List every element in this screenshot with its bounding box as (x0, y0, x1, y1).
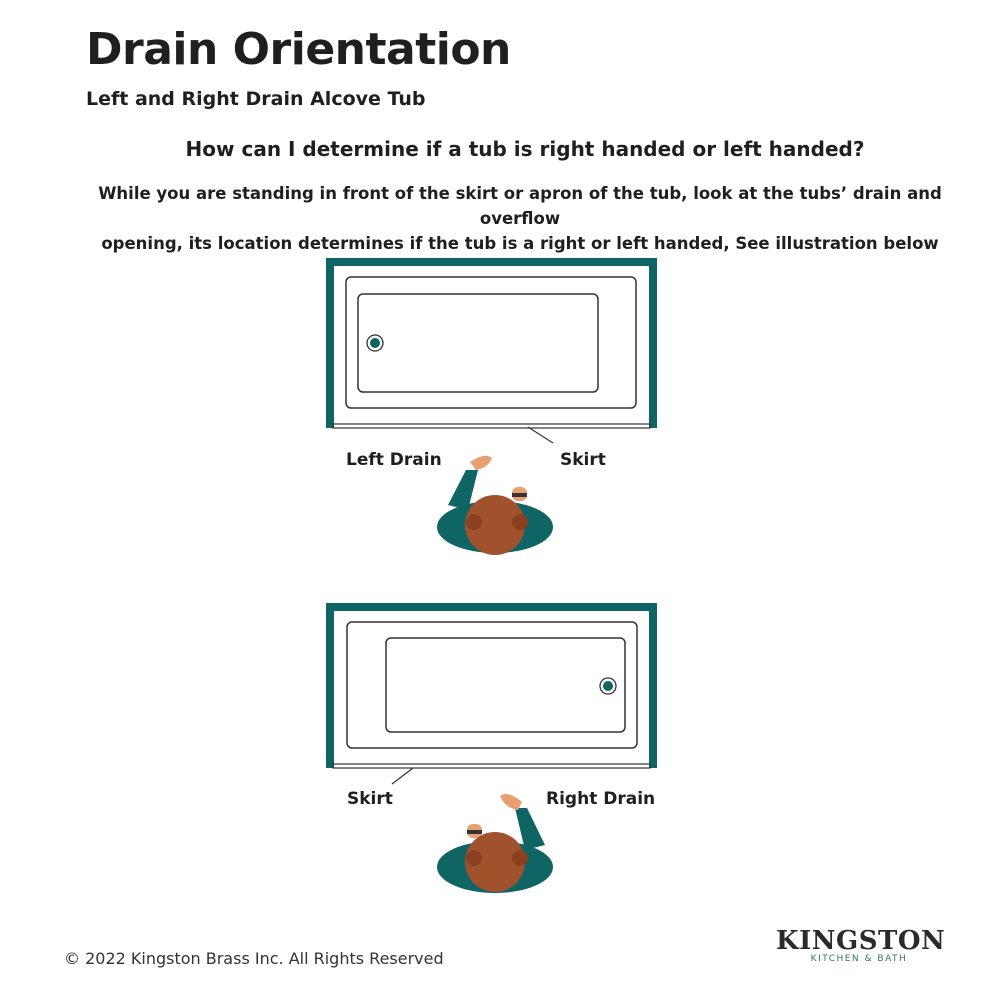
explanation-line: While you are standing in front of the s… (98, 184, 942, 228)
page-title: Drain Orientation (86, 24, 511, 75)
left-drain-label: Left Drain (346, 450, 442, 470)
logo-tagline: KITCHEN & BATH (810, 954, 908, 964)
kingston-logo: KINGSTON KITCHEN & BATH (776, 926, 946, 964)
copyright-text: © 2022 Kingston Brass Inc. All Rights Re… (64, 949, 444, 968)
person-top-icon (437, 455, 553, 555)
right-drain-label: Right Drain (546, 789, 656, 809)
skirt-label-top: Skirt (560, 450, 606, 470)
person-bottom-icon (437, 794, 553, 893)
explanation-line: opening, its location determines if the … (101, 234, 939, 253)
left-drain-tub (326, 258, 657, 444)
skirt-label-bottom: Skirt (347, 789, 393, 809)
logo-wordmark: KINGSTON (776, 926, 946, 956)
right-drain-tub (326, 603, 657, 785)
explanation-text: While you are standing in front of the s… (90, 181, 950, 256)
question-heading: How can I determine if a tub is right ha… (185, 137, 865, 161)
page-subtitle: Left and Right Drain Alcove Tub (86, 88, 426, 110)
